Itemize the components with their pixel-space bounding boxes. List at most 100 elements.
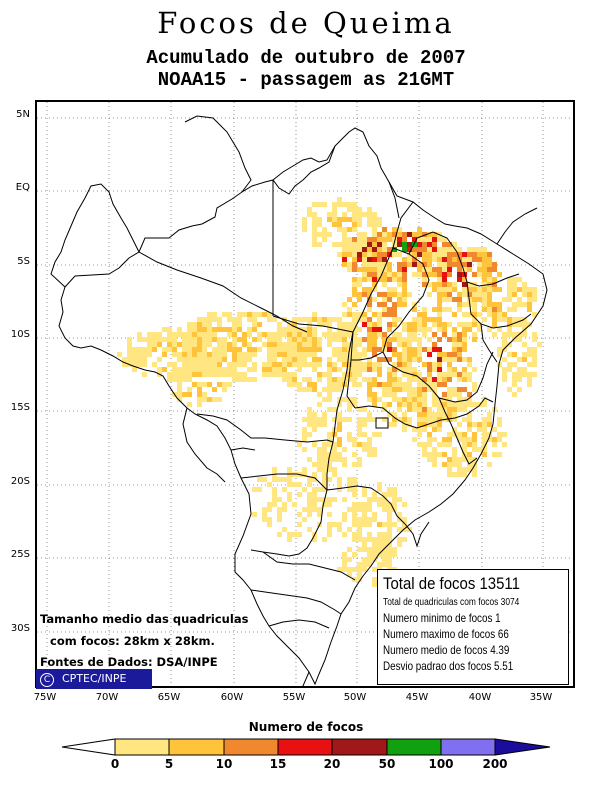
fire-cell [382, 387, 387, 392]
fire-cell [457, 252, 462, 257]
fire-cell [317, 347, 322, 352]
fire-cell [332, 317, 337, 322]
fire-cell [192, 382, 197, 387]
fire-cell [462, 432, 467, 437]
fire-cell [402, 247, 407, 252]
fire-cell [167, 327, 172, 332]
fire-cell [392, 287, 397, 292]
fire-cell [312, 477, 317, 482]
fire-cell [212, 387, 217, 392]
fire-cell [487, 327, 492, 332]
fire-cell [327, 437, 332, 442]
fire-cell [292, 347, 297, 352]
fire-cell [322, 232, 327, 237]
fire-cell [237, 337, 242, 342]
fire-cell [417, 382, 422, 387]
fire-cell [302, 487, 307, 492]
fire-cell [372, 237, 377, 242]
fire-cell [467, 437, 472, 442]
fire-cell [252, 377, 257, 382]
fire-cell [432, 422, 437, 427]
fire-cell [512, 287, 517, 292]
fire-cell [362, 442, 367, 447]
fire-cell [377, 542, 382, 547]
fire-cell [422, 317, 427, 322]
fire-cell [392, 417, 397, 422]
fire-cell [392, 552, 397, 557]
fire-cell [437, 377, 442, 382]
fire-cell [207, 382, 212, 387]
fire-cell [302, 467, 307, 472]
fire-cell [377, 317, 382, 322]
fire-cell [427, 267, 432, 272]
fire-cell [307, 527, 312, 532]
fire-cell [357, 342, 362, 347]
fire-cell [362, 242, 367, 247]
fire-cell [347, 437, 352, 442]
fire-cell [352, 372, 357, 377]
fire-cell [522, 367, 527, 372]
fire-cell [247, 332, 252, 337]
fire-cell [422, 252, 427, 257]
fire-cell [382, 227, 387, 232]
fire-cell [417, 267, 422, 272]
fire-cell [442, 392, 447, 397]
fire-cell [172, 352, 177, 357]
fire-cell [352, 242, 357, 247]
fire-cell [207, 312, 212, 317]
fire-cell [387, 512, 392, 517]
fire-cell [342, 462, 347, 467]
fire-cell [502, 332, 507, 337]
fire-cell [352, 362, 357, 367]
fire-cell [447, 417, 452, 422]
fire-cell [397, 342, 402, 347]
fire-cell [372, 332, 377, 337]
fire-cell [277, 367, 282, 372]
fire-cell [467, 422, 472, 427]
fire-cell [177, 397, 182, 402]
fire-cell [407, 357, 412, 362]
fire-cell [507, 387, 512, 392]
fire-cell [142, 362, 147, 367]
fire-cell [372, 392, 377, 397]
fire-cell [122, 357, 127, 362]
fire-cell [307, 497, 312, 502]
fire-cell [437, 382, 442, 387]
fire-cell [332, 407, 337, 412]
fire-cell [402, 522, 407, 527]
fire-cell [477, 422, 482, 427]
fire-cell [367, 507, 372, 512]
fire-cell [312, 332, 317, 337]
fire-cell [342, 332, 347, 337]
fire-cell [267, 502, 272, 507]
fire-cell [527, 372, 532, 377]
fire-cell [307, 417, 312, 422]
fire-cell [217, 322, 222, 327]
fire-cell [532, 337, 537, 342]
fire-cell [382, 347, 387, 352]
fire-cell [332, 382, 337, 387]
fire-cell [447, 392, 452, 397]
fire-cell [192, 367, 197, 372]
fire-cell [462, 282, 467, 287]
fire-cell [392, 272, 397, 277]
legend-swatch [331, 738, 388, 756]
fire-cell [452, 417, 457, 422]
fire-cell [477, 402, 482, 407]
fire-cell [382, 522, 387, 527]
fire-cell [392, 372, 397, 377]
fire-cell [197, 387, 202, 392]
fire-cell [342, 512, 347, 517]
fire-cell [182, 342, 187, 347]
fire-cell [312, 337, 317, 342]
fire-cell [367, 362, 372, 367]
fire-cell [407, 352, 412, 357]
fire-cell [397, 317, 402, 322]
fire-cell [532, 357, 537, 362]
fire-cell [412, 307, 417, 312]
fire-cell [402, 402, 407, 407]
fire-cell [162, 367, 167, 372]
fire-cell [497, 317, 502, 322]
fire-cell [132, 347, 137, 352]
fire-cell [417, 347, 422, 352]
